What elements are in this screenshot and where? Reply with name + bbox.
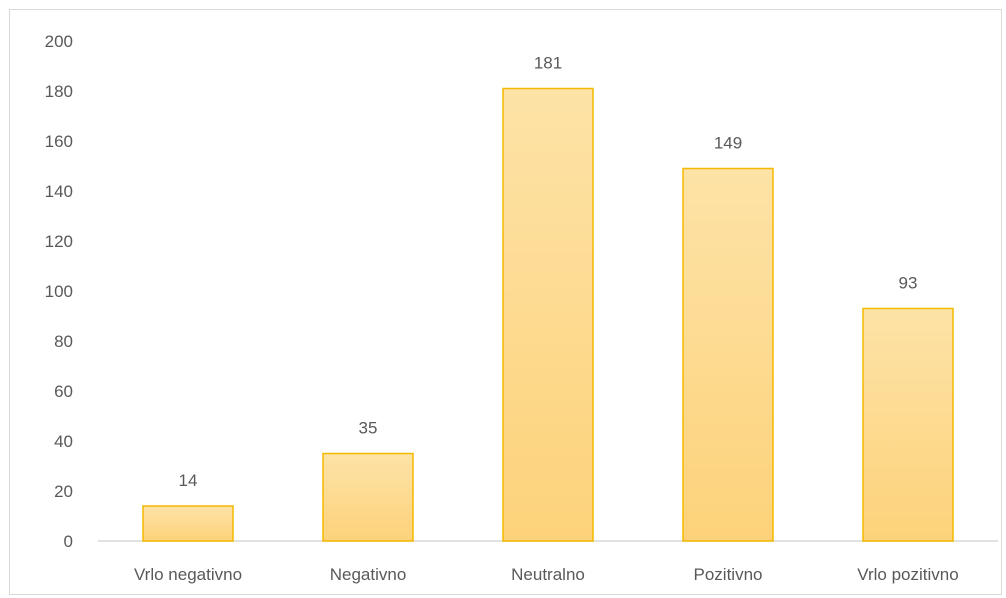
bar (862, 307, 954, 542)
data-label: 181 (534, 54, 562, 73)
y-tick-label: 140 (45, 182, 73, 201)
y-tick-label: 100 (45, 282, 73, 301)
bar (142, 505, 234, 542)
data-label: 35 (359, 419, 378, 438)
y-tick-label: 40 (54, 432, 73, 451)
y-tick-label: 120 (45, 232, 73, 251)
data-label: 14 (179, 471, 198, 490)
y-tick-label: 20 (54, 482, 73, 501)
bar (682, 167, 774, 542)
x-tick-label: Vrlo negativno (134, 565, 242, 584)
x-axis-ticks: Vrlo negativno Negativno Neutralno Pozitivn… (134, 565, 959, 584)
y-tick-label: 160 (45, 132, 73, 151)
data-labels: 14 35 181 149 93 (179, 54, 918, 491)
bar (322, 452, 414, 542)
x-tick-label: Vrlo pozitivno (857, 565, 958, 584)
data-label: 149 (714, 134, 742, 153)
y-tick-label: 0 (64, 532, 73, 551)
bars (142, 87, 954, 542)
data-label: 93 (899, 274, 918, 293)
y-tick-label: 80 (54, 332, 73, 351)
y-axis-ticks: 0 20 40 60 80 100 120 140 160 180 200 (45, 32, 73, 551)
y-tick-label: 60 (54, 382, 73, 401)
y-tick-label: 200 (45, 32, 73, 51)
y-tick-label: 180 (45, 82, 73, 101)
bar (502, 87, 594, 542)
x-tick-label: Negativno (330, 565, 407, 584)
x-tick-label: Pozitivno (694, 565, 763, 584)
x-tick-label: Neutralno (511, 565, 585, 584)
